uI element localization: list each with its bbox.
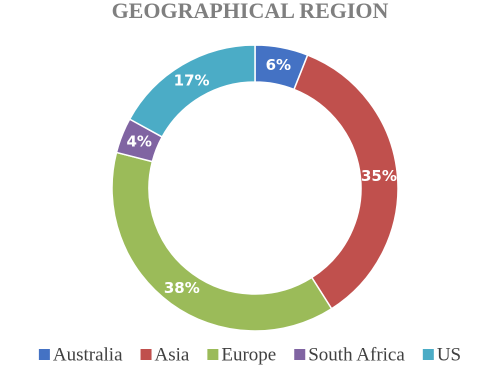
legend-label: Europe	[221, 344, 276, 365]
donut-segment	[111, 151, 333, 332]
donut-segment	[128, 44, 256, 138]
chart-title: GEOGRAPHICAL REGION	[112, 0, 389, 23]
legend-swatch	[140, 349, 152, 360]
legend-label: US	[437, 344, 461, 365]
legend-label: South Africa	[308, 344, 405, 365]
legend-swatch	[207, 349, 219, 360]
data-label: 4%	[127, 133, 152, 151]
legend-swatch	[38, 349, 50, 360]
data-label: 6%	[266, 56, 291, 74]
data-label: 35%	[361, 167, 397, 185]
legend-swatch	[294, 349, 306, 360]
legend-label: Australia	[53, 344, 123, 365]
data-label: 17%	[174, 71, 210, 89]
legend-label: Asia	[155, 344, 190, 365]
data-label: 38%	[164, 279, 200, 297]
legend-swatch	[422, 349, 434, 360]
